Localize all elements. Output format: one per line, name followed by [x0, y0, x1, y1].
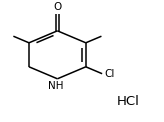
Text: Cl: Cl	[104, 69, 114, 79]
Text: NH: NH	[48, 81, 63, 91]
Text: HCl: HCl	[116, 95, 139, 108]
Text: O: O	[53, 2, 62, 12]
